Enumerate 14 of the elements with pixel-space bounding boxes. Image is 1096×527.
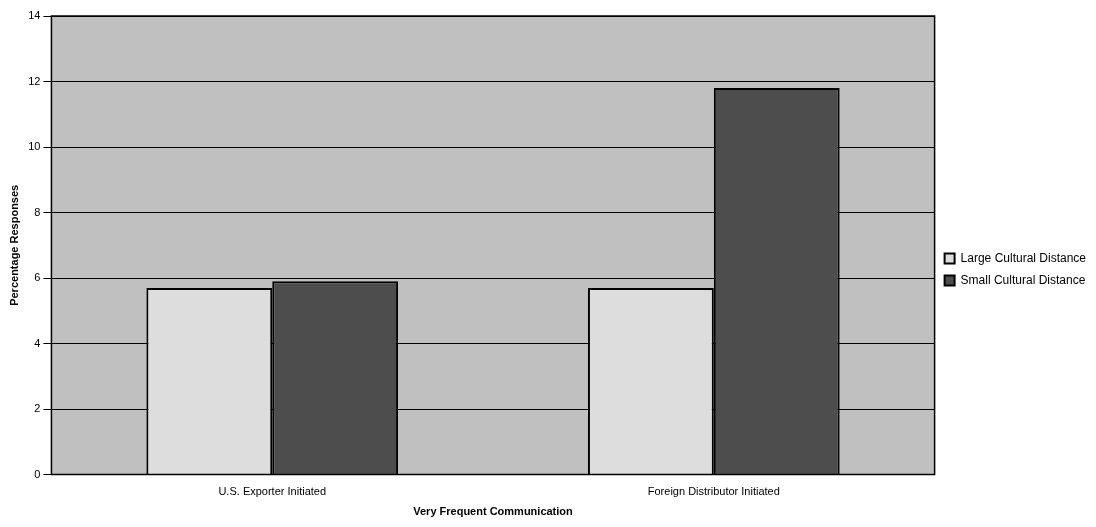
x-tick-label: U.S. Exporter Initiated [218, 485, 327, 498]
y-tick-label: 2 [34, 402, 41, 415]
y-tick-label: 10 [28, 140, 41, 153]
y-tick-label: 6 [34, 271, 41, 284]
x-axis-title: Very Frequent Communication [413, 505, 574, 518]
legend-label: Large Cultural Distance [960, 250, 1087, 265]
y-tick-label: 14 [28, 9, 41, 22]
x-tick-label: Foreign Distributor Initiated [647, 485, 780, 498]
legend-label: Small Cultural Distance [960, 272, 1086, 287]
y-tick-label: 0 [34, 467, 41, 480]
y-axis-title: Percentage Responses [7, 184, 20, 306]
y-tick-label: 4 [34, 336, 41, 349]
y-tick-label: 12 [28, 74, 41, 87]
y-tick-label: 8 [34, 205, 41, 218]
